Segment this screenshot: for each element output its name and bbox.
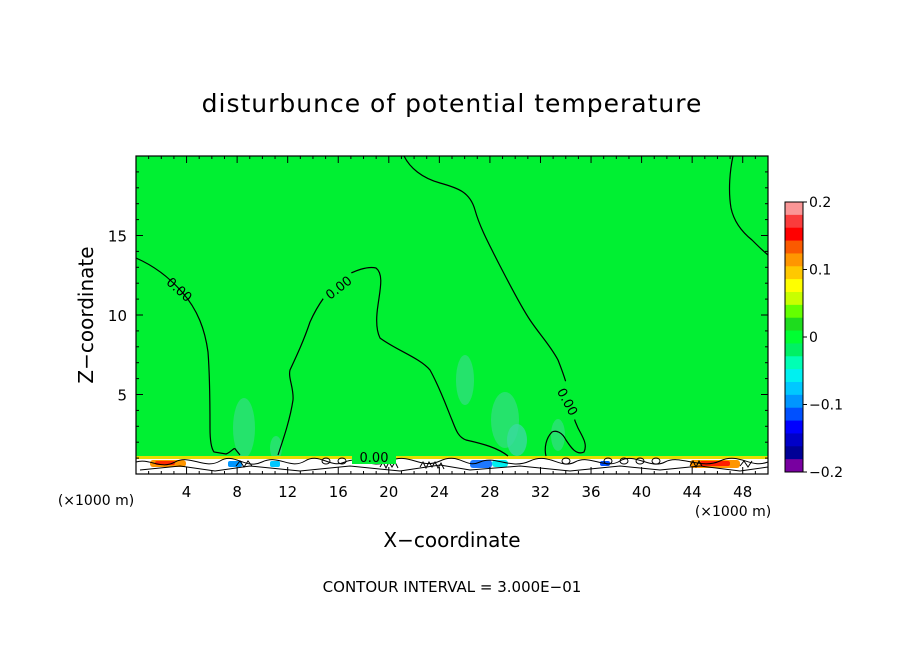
contour-upper bbox=[403, 155, 586, 457]
colorbar-swatch bbox=[785, 202, 803, 216]
surface-band bbox=[135, 456, 769, 474]
colorbar-ticks: 0.2 0.1 0 −0.1 −0.2 bbox=[803, 195, 843, 481]
x-tick-label: 4 bbox=[182, 483, 192, 501]
y-axis-ticks: 5 10 15 bbox=[108, 171, 768, 459]
x-tick-label: 48 bbox=[733, 483, 752, 501]
cool-patch bbox=[456, 355, 474, 405]
colorbar-tick-label: 0 bbox=[809, 330, 818, 346]
cool-patch bbox=[507, 424, 527, 456]
colorbar-swatch bbox=[785, 304, 803, 319]
colorbar-swatch bbox=[785, 446, 803, 460]
contour-label: 0.00 bbox=[360, 451, 389, 466]
contour-label-bg bbox=[352, 450, 396, 464]
surface-blue bbox=[470, 460, 492, 468]
surface-loop bbox=[321, 457, 331, 465]
colorbar-swatch bbox=[785, 420, 803, 434]
x-tick-label: 32 bbox=[531, 483, 550, 501]
colorbar-swatch bbox=[785, 369, 803, 383]
field-patches bbox=[233, 355, 565, 460]
colorbar-swatch bbox=[785, 407, 803, 422]
colorbar-swatch bbox=[785, 214, 803, 229]
colorbar-tick-label: −0.2 bbox=[809, 465, 843, 481]
surface-cyan bbox=[270, 461, 280, 467]
surface-loop bbox=[561, 457, 571, 465]
contour-middle bbox=[277, 266, 509, 457]
x-tick-label: 40 bbox=[632, 483, 651, 501]
zero-contours bbox=[135, 155, 769, 457]
surface-contour-noise bbox=[139, 464, 769, 472]
chart-title: disturbunce of potential temperature bbox=[202, 89, 703, 118]
colorbar-swatch bbox=[785, 240, 803, 254]
colorbar-swatch bbox=[785, 317, 803, 332]
colorbar-swatch bbox=[785, 330, 803, 344]
x-tick-label: 8 bbox=[232, 483, 242, 501]
colorbar-tick-label: 0.1 bbox=[809, 263, 831, 279]
x-tick-label: 16 bbox=[329, 483, 348, 501]
x-tick-label: 44 bbox=[683, 483, 702, 501]
surface-loop bbox=[651, 457, 661, 465]
x-axis-title: X−coordinate bbox=[383, 528, 520, 552]
y-tick-label: 15 bbox=[108, 228, 127, 246]
contour-label-bg bbox=[552, 380, 585, 422]
colorbar-swatch bbox=[785, 253, 803, 267]
plot-background bbox=[136, 156, 768, 474]
cool-patch bbox=[233, 398, 255, 458]
colorbar-swatch bbox=[785, 459, 803, 473]
contour-label-bg bbox=[316, 266, 357, 303]
colorbar-tick-label: 0.2 bbox=[809, 195, 831, 211]
surface-cyan bbox=[492, 460, 508, 467]
x-tick-label: 20 bbox=[379, 483, 398, 501]
colorbar-swatch bbox=[785, 343, 803, 357]
surface-loop bbox=[337, 457, 347, 465]
contour-left bbox=[135, 257, 241, 456]
contour-interval-text: CONTOUR INTERVAL = 3.000E−01 bbox=[323, 578, 582, 596]
y-tick-label: 5 bbox=[117, 387, 127, 405]
colorbar-swatch bbox=[785, 292, 803, 306]
y-axis-title: Z−coordinate bbox=[74, 246, 98, 383]
colorbar-swatch bbox=[785, 266, 803, 280]
x-tick-label: 24 bbox=[430, 483, 449, 501]
colorbar-swatch bbox=[785, 382, 803, 396]
x-tick-label: 28 bbox=[480, 483, 499, 501]
surface-top-yellow bbox=[136, 456, 768, 459]
colorbar-tick-label: −0.1 bbox=[809, 398, 843, 414]
colorbar-swatch bbox=[785, 356, 803, 370]
surface-loop bbox=[619, 457, 629, 465]
x-unit-right: (×1000 m) bbox=[695, 504, 771, 520]
contour-right bbox=[728, 155, 769, 256]
colorbar-swatch bbox=[785, 279, 803, 293]
colorbar-swatch bbox=[785, 227, 803, 242]
cool-patch bbox=[551, 419, 565, 451]
x-tick-label: 36 bbox=[581, 483, 600, 501]
x-tick-label: 12 bbox=[278, 483, 297, 501]
cool-patch bbox=[270, 436, 282, 460]
colorbar-swatch bbox=[785, 394, 803, 409]
colorbar bbox=[785, 202, 803, 473]
x-unit-left: (×1000 m) bbox=[58, 493, 134, 509]
surface-red bbox=[700, 461, 730, 466]
x-axis-ticks: 4 8 12 16 20 24 28 32 36 40 44 48 bbox=[148, 156, 756, 501]
surface-loop bbox=[635, 457, 645, 465]
y-tick-label: 10 bbox=[108, 307, 127, 325]
colorbar-swatch bbox=[785, 433, 803, 447]
contour-label-bg bbox=[166, 263, 206, 302]
surface-loop bbox=[603, 457, 613, 465]
